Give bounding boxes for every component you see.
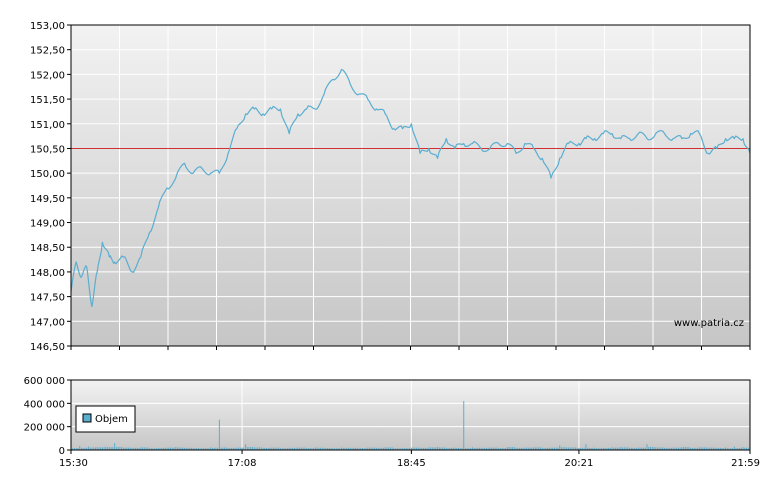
price-y-tick-label: 151,50 (30, 95, 65, 106)
price-y-tick-label: 149,00 (30, 219, 65, 230)
x-axis-tick-label: 17:08 (228, 458, 257, 469)
watermark-text: www.patria.cz (674, 318, 744, 329)
price-y-tick-label: 153,00 (30, 21, 65, 32)
volume-y-tick-label: 0 (59, 446, 65, 457)
price-y-tick-label: 147,50 (30, 293, 65, 304)
price-y-tick-label: 146,50 (30, 342, 65, 353)
volume-y-tick-label: 200 000 (24, 423, 65, 434)
legend-swatch (82, 413, 92, 423)
x-axis-tick-label: 18:45 (397, 458, 426, 469)
volume-frame (70, 379, 751, 451)
price-line (70, 68, 751, 308)
price-y-tick-label: 150,00 (30, 169, 65, 180)
volume-y-tick-label: 400 000 (24, 399, 65, 410)
x-axis-tick-label: 21:59 (731, 458, 760, 469)
price-frame (70, 24, 751, 347)
price-y-tick-label: 148,00 (30, 268, 65, 279)
price-y-tick-label: 151,00 (30, 120, 65, 131)
volume-panel: 600 000 400 000 200 000 015:30 17:08 18:45 20:… (24, 376, 760, 469)
price-y-tick-label: 147,00 (30, 317, 65, 328)
price-y-tick-label: 152,50 (30, 46, 65, 57)
volume-plot-area (71, 380, 750, 450)
price-panel: 153,00 152,50 152,00 151,50 151,00 150,50 150,… (30, 21, 751, 353)
price-y-tick-label: 149,50 (30, 194, 65, 205)
x-axis-tick-label: 20:21 (565, 458, 594, 469)
x-axis-tick-label: 15:30 (59, 458, 88, 469)
price-y-tick-label: 152,00 (30, 70, 65, 81)
price-y-tick-label: 148,50 (30, 243, 65, 254)
price-y-tick-label: 150,50 (30, 144, 65, 155)
volume-legend: Objem (75, 405, 136, 433)
volume-y-tick-label: 600 000 (24, 376, 65, 387)
legend-label: Objem (95, 414, 128, 425)
